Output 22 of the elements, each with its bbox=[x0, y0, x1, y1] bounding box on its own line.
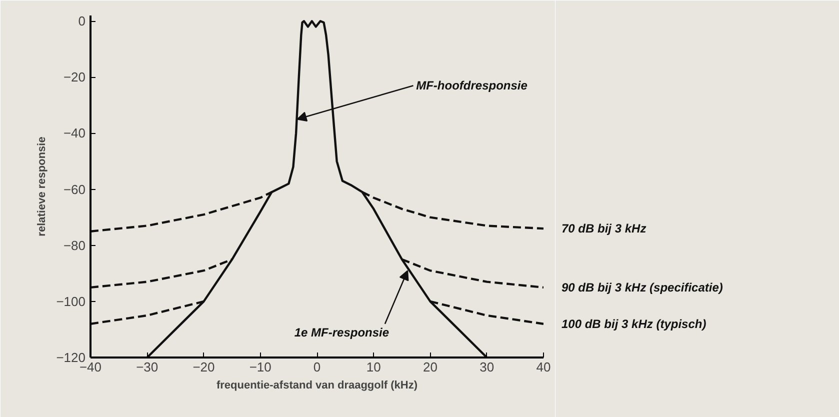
y-axis-title: relatieve responsie bbox=[36, 136, 48, 236]
y-tick-label: −80 bbox=[63, 238, 86, 253]
x-tick-label: −30 bbox=[136, 360, 158, 374]
x-tick-label: 40 bbox=[536, 360, 551, 374]
y-tick-label: −120 bbox=[56, 350, 86, 365]
annotation: 1e MF-responsie bbox=[294, 325, 390, 340]
series-label: 100 dB bij 3 kHz (typisch) bbox=[562, 316, 706, 331]
series-label: 70 dB bij 3 kHz bbox=[562, 222, 646, 236]
y-tick-label: −100 bbox=[56, 294, 86, 309]
y-tick-label: −40 bbox=[63, 126, 86, 141]
y-tick-label: −20 bbox=[63, 70, 86, 85]
x-tick-label: 30 bbox=[480, 360, 494, 374]
x-axis-title: frequentie-afstand van draaggolf (kHz) bbox=[216, 380, 418, 392]
y-tick-label: −60 bbox=[63, 182, 86, 197]
y-tick-label: 0 bbox=[78, 14, 86, 29]
x-tick-label: 10 bbox=[366, 360, 381, 374]
x-tick-label: 20 bbox=[423, 360, 438, 374]
x-tick-label: 0 bbox=[313, 360, 321, 374]
x-tick-label: −20 bbox=[192, 360, 215, 374]
annotation: MF-hoofdresponsie bbox=[416, 78, 528, 93]
series-label: 90 dB bij 3 kHz (specificatie) bbox=[562, 280, 723, 294]
x-tick-label: −10 bbox=[249, 360, 272, 374]
